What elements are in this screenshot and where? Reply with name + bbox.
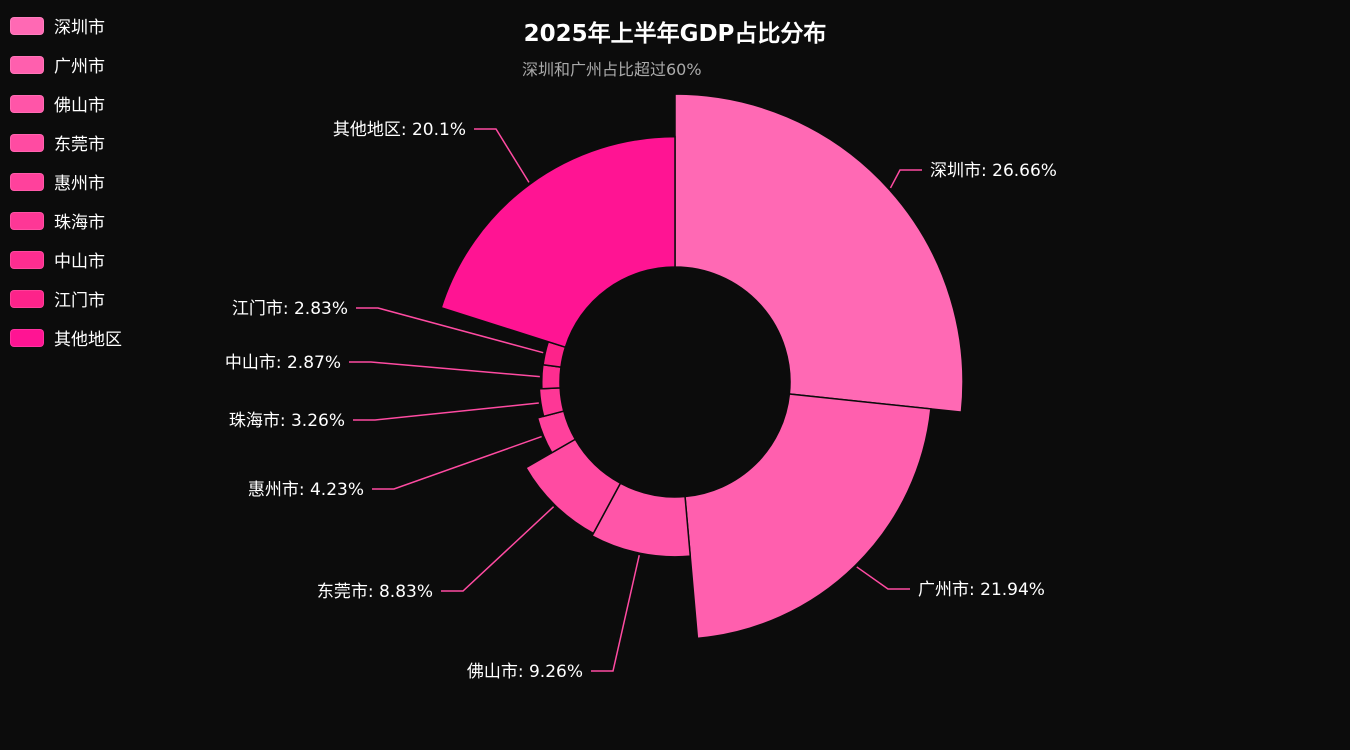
legend-item-2[interactable]: 广州市 [10,45,122,84]
legend-label: 中山市 [54,252,105,272]
slice-6[interactable] [538,387,565,418]
legend-swatch [10,94,44,113]
data-label-8: 江门市: 2.83% [232,299,348,319]
leader-line-3 [591,555,640,672]
data-label-1: 深圳市: 26.66% [930,161,1057,181]
legend-swatch [10,133,44,152]
chart-title: 2025年上半年GDP占比分布 [524,20,827,47]
legend-item-9[interactable]: 其他地区 [10,318,122,357]
legend-item-4[interactable]: 东莞市 [10,123,122,162]
data-label-9: 其他地区: 20.1% [333,120,466,140]
legend-swatch [10,172,44,191]
slice-1[interactable] [674,93,964,413]
legend-swatch [10,16,44,35]
slice-4[interactable] [524,438,622,535]
legend-item-6[interactable]: 珠海市 [10,201,122,240]
leader-lines-group [349,128,922,672]
leader-line-4 [441,506,555,592]
leader-line-1 [889,169,922,189]
leader-line-8 [356,307,544,354]
slice-2[interactable] [684,393,932,640]
legend-item-1[interactable]: 深圳市 [10,6,122,45]
legend-swatch [10,211,44,230]
leader-line-2 [856,566,910,590]
legend: 深圳市广州市佛山市东莞市惠州市珠海市中山市江门市其他地区 [10,6,122,357]
slice-3[interactable] [591,482,692,558]
legend-label: 东莞市 [54,135,105,155]
slice-7[interactable] [540,363,562,390]
data-label-4: 东莞市: 8.83% [317,582,433,602]
leader-line-9 [474,128,530,183]
slice-9[interactable] [440,135,676,349]
legend-item-5[interactable]: 惠州市 [10,162,122,201]
legend-swatch [10,55,44,74]
data-labels-group: 深圳市: 26.66% 广州市: 21.94% 佛山市: 9.26% 东莞市: 8.8… [225,120,1057,682]
leader-line-5 [372,435,542,490]
legend-label: 珠海市 [54,213,105,233]
data-label-6: 珠海市: 3.26% [229,411,345,431]
data-label-7: 中山市: 2.87% [225,353,341,373]
legend-item-8[interactable]: 江门市 [10,279,122,318]
leader-line-7 [349,361,540,378]
slices-group [440,93,964,640]
chart-subtitle: 深圳和广州占比超过60% [522,60,702,79]
legend-label: 深圳市 [54,18,105,38]
legend-swatch [10,328,44,347]
legend-label: 佛山市 [54,96,105,116]
legend-label: 江门市 [54,291,105,311]
legend-label: 其他地区 [54,330,122,350]
data-label-3: 佛山市: 9.26% [467,662,583,682]
legend-label: 惠州市 [54,174,105,194]
data-label-2: 广州市: 21.94% [918,580,1045,600]
legend-item-7[interactable]: 中山市 [10,240,122,279]
data-label-5: 惠州市: 4.23% [248,480,364,500]
legend-item-3[interactable]: 佛山市 [10,84,122,123]
legend-swatch [10,250,44,269]
legend-swatch [10,289,44,308]
legend-label: 广州市 [54,57,105,77]
leader-line-6 [353,402,539,421]
